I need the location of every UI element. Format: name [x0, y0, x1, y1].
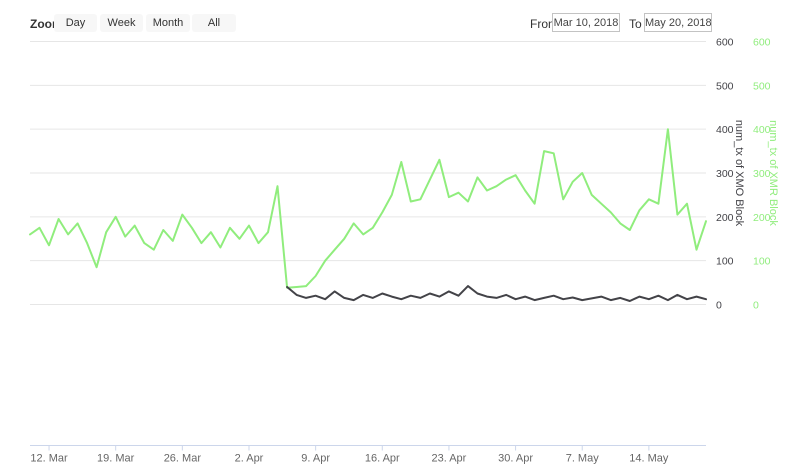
x-axis-label: 9. Apr [301, 453, 330, 465]
series-line-xmo [286, 285, 707, 302]
y-axis-label-xmo: 100 [716, 256, 734, 268]
y-axis-title-xmo: num_tx of XMO Block [733, 120, 745, 227]
y-axis-label-xmo: 200 [716, 212, 734, 224]
y-axis-label-xmr: 500 [753, 80, 771, 92]
y-axis-label-xmo: 500 [716, 80, 734, 92]
to-label: To [629, 17, 642, 31]
from-label: From [530, 17, 558, 31]
y-axis-label-xmo: 600 [716, 37, 734, 49]
x-axis-label: 30. Apr [498, 453, 533, 465]
y-axis-label-xmo: 300 [716, 168, 734, 180]
x-axis-label: 12. Mar [30, 453, 68, 465]
y-axis-label-xmr: 100 [753, 256, 771, 268]
x-axis-label: 16. Apr [365, 453, 400, 465]
y-axis-title-xmr: num_tx of XMR Block [767, 120, 779, 226]
to-date-input[interactable] [644, 13, 712, 32]
zoom-month-button[interactable]: Month [146, 14, 190, 32]
zoom-day-button[interactable]: Day [54, 14, 97, 32]
x-axis-label: 26. Mar [164, 453, 202, 465]
y-axis-label-xmr: 400 [753, 124, 771, 136]
y-axis-label-xmr: 600 [753, 37, 771, 49]
x-axis-label: 23. Apr [431, 453, 466, 465]
series-line-xmr [29, 128, 707, 289]
zoom-all-button[interactable]: All [192, 14, 236, 32]
zoom-week-button[interactable]: Week [100, 14, 143, 32]
x-axis-label: 7. May [566, 453, 600, 465]
y-axis-label-xmo: 400 [716, 124, 734, 136]
from-date-input[interactable] [552, 13, 620, 32]
y-axis-label-xmr: 0 [753, 300, 759, 312]
y-axis-label-xmo: 0 [716, 300, 722, 312]
y-axis-label-xmr: 300 [753, 168, 771, 180]
x-axis-label: 19. Mar [97, 453, 135, 465]
x-axis-label: 14. May [629, 453, 669, 465]
x-axis-label: 2. Apr [235, 453, 264, 465]
y-axis-label-xmr: 200 [753, 212, 771, 224]
